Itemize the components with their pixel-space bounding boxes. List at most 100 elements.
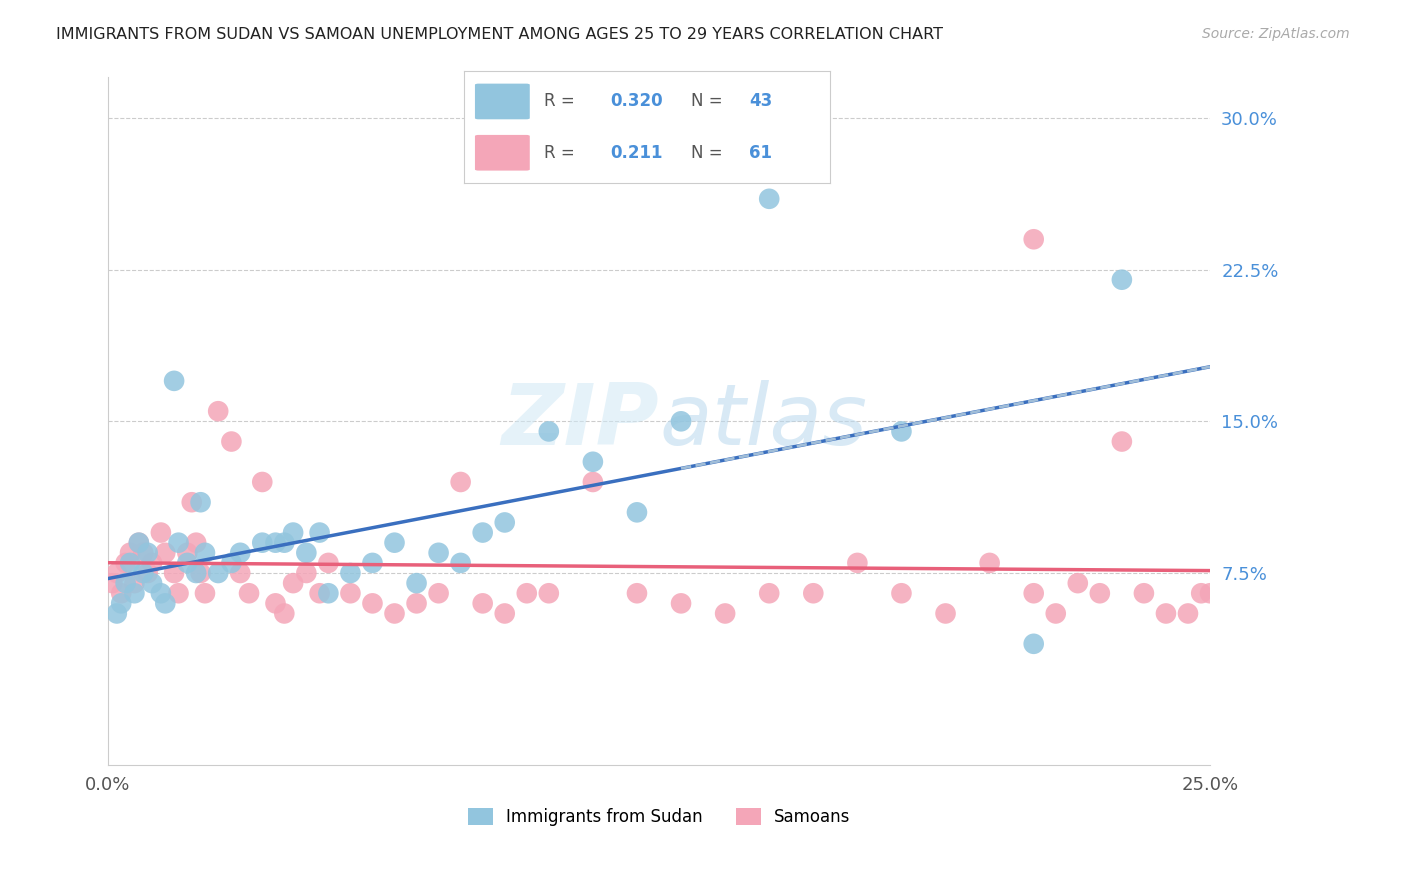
Text: atlas: atlas — [659, 380, 868, 463]
Point — [979, 556, 1001, 570]
Point — [252, 475, 274, 489]
Point — [1133, 586, 1156, 600]
Point — [190, 495, 212, 509]
Point — [155, 546, 177, 560]
Point — [118, 556, 141, 570]
Point — [273, 607, 295, 621]
Point — [163, 566, 186, 580]
Point — [132, 566, 155, 580]
Point — [890, 425, 912, 439]
Point — [537, 586, 560, 600]
Point — [264, 535, 287, 549]
Point — [427, 586, 450, 600]
Point — [264, 596, 287, 610]
Point — [114, 576, 136, 591]
Point — [1189, 586, 1212, 600]
Point — [295, 566, 318, 580]
Point — [136, 546, 159, 560]
Point — [361, 556, 384, 570]
Point — [229, 546, 252, 560]
Point — [308, 525, 330, 540]
Text: IMMIGRANTS FROM SUDAN VS SAMOAN UNEMPLOYMENT AMONG AGES 25 TO 29 YEARS CORRELATI: IMMIGRANTS FROM SUDAN VS SAMOAN UNEMPLOY… — [56, 27, 943, 42]
Point — [318, 556, 340, 570]
Point — [114, 556, 136, 570]
Point — [273, 535, 295, 549]
Point — [1199, 586, 1222, 600]
Point — [207, 404, 229, 418]
Point — [167, 535, 190, 549]
Text: N =: N = — [690, 93, 723, 111]
Point — [180, 495, 202, 509]
Point — [238, 586, 260, 600]
Text: 61: 61 — [749, 144, 772, 161]
Point — [163, 374, 186, 388]
Point — [1022, 637, 1045, 651]
Point — [155, 596, 177, 610]
Point — [105, 607, 128, 621]
Point — [339, 586, 361, 600]
FancyBboxPatch shape — [475, 84, 530, 120]
Point — [149, 525, 172, 540]
Point — [141, 576, 163, 591]
Point — [361, 596, 384, 610]
Point — [167, 586, 190, 600]
Point — [186, 566, 208, 580]
Point — [669, 596, 692, 610]
Point — [318, 586, 340, 600]
Point — [582, 455, 605, 469]
Point — [1154, 607, 1177, 621]
Point — [339, 566, 361, 580]
Point — [194, 586, 217, 600]
Point — [471, 596, 494, 610]
Point — [252, 535, 274, 549]
Point — [450, 475, 472, 489]
Point — [471, 525, 494, 540]
Point — [128, 535, 150, 549]
Point — [149, 586, 172, 600]
Point — [229, 566, 252, 580]
Point — [494, 607, 516, 621]
Text: R =: R = — [544, 93, 575, 111]
Point — [626, 586, 648, 600]
Point — [669, 414, 692, 428]
Point — [132, 546, 155, 560]
Point — [136, 566, 159, 580]
Point — [101, 576, 124, 591]
Point — [1022, 232, 1045, 246]
Point — [1022, 586, 1045, 600]
Text: ZIP: ZIP — [502, 380, 659, 463]
Point — [935, 607, 957, 621]
Point — [384, 607, 406, 621]
Point — [1111, 434, 1133, 449]
Point — [1067, 576, 1090, 591]
Point — [1111, 273, 1133, 287]
Point — [801, 586, 824, 600]
Point — [384, 535, 406, 549]
Point — [295, 546, 318, 560]
Point — [405, 596, 427, 610]
Point — [582, 475, 605, 489]
Point — [1177, 607, 1199, 621]
Point — [281, 576, 304, 591]
Point — [221, 556, 243, 570]
Point — [110, 586, 132, 600]
Point — [105, 566, 128, 580]
Point — [516, 586, 538, 600]
Point — [890, 586, 912, 600]
Point — [176, 556, 198, 570]
Legend: Immigrants from Sudan, Samoans: Immigrants from Sudan, Samoans — [461, 801, 858, 832]
Point — [537, 425, 560, 439]
Point — [494, 516, 516, 530]
Point — [427, 546, 450, 560]
Point — [190, 566, 212, 580]
Text: 0.320: 0.320 — [610, 93, 662, 111]
Point — [626, 505, 648, 519]
Point — [207, 566, 229, 580]
Point — [221, 434, 243, 449]
Point — [141, 556, 163, 570]
Point — [846, 556, 869, 570]
Point — [714, 607, 737, 621]
Point — [124, 586, 146, 600]
Point — [124, 576, 146, 591]
Point — [194, 546, 217, 560]
